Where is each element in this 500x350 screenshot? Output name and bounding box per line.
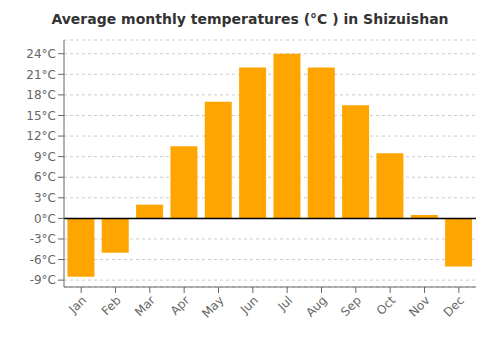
svg-text:-3°C: -3°C — [30, 232, 56, 246]
svg-text:May: May — [199, 293, 226, 320]
svg-text:Jul: Jul — [274, 293, 295, 314]
svg-text:Feb: Feb — [99, 293, 124, 318]
svg-text:9°C: 9°C — [34, 150, 56, 164]
svg-text:Nov: Nov — [406, 293, 432, 319]
svg-text:Aug: Aug — [303, 293, 329, 319]
svg-text:Dec: Dec — [441, 293, 467, 319]
html-text:Average monthly temperatures (: Average monthly temperatures (°C ) in Sh… — [51, 11, 449, 27]
svg-text:Jun: Jun — [237, 293, 261, 317]
svg-text:-6°C: -6°C — [30, 253, 56, 267]
svg-text:21°C: 21°C — [26, 68, 56, 82]
svg-text:Mar: Mar — [132, 293, 158, 319]
svg-text:15°C: 15°C — [26, 109, 56, 123]
svg-text:Apr: Apr — [168, 293, 193, 318]
svg-text:24°C: 24°C — [26, 47, 56, 61]
svg-text:0°C: 0°C — [34, 212, 56, 226]
svg-text:3°C: 3°C — [34, 191, 56, 205]
svg-text:-9°C: -9°C — [30, 273, 56, 287]
svg-text:12°C: 12°C — [26, 129, 56, 143]
svg-text:Jan: Jan — [66, 293, 90, 317]
svg-text:Sep: Sep — [338, 293, 364, 319]
svg-text:18°C: 18°C — [26, 88, 56, 102]
svg-text:Oct: Oct — [374, 293, 399, 318]
svg-text:6°C: 6°C — [34, 170, 56, 184]
